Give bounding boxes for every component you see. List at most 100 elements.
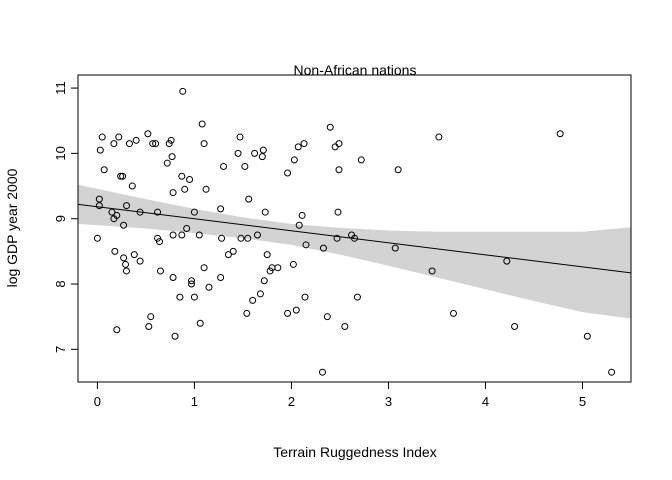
data-point (258, 153, 266, 161)
data-point (241, 162, 249, 170)
data-point (136, 257, 144, 265)
data-point (168, 153, 176, 161)
data-point (331, 143, 339, 151)
data-point (335, 166, 343, 174)
data-point (333, 234, 341, 242)
data-point (178, 172, 186, 180)
data-point (200, 140, 208, 148)
data-point (108, 208, 116, 216)
y-tick-label: 11 (53, 81, 68, 95)
y-tick-label: 9 (53, 215, 68, 222)
data-point (183, 225, 191, 232)
data-point (300, 140, 308, 148)
data-point (130, 251, 138, 259)
data-point (202, 185, 210, 193)
data-point (154, 208, 162, 216)
data-point (351, 234, 358, 242)
data-point (259, 146, 267, 154)
data-point (95, 202, 103, 210)
data-point (263, 251, 271, 259)
x-axis: 0 1 2 3 4 5 (94, 381, 586, 409)
data-point (98, 133, 106, 141)
data-point (147, 313, 155, 321)
data-point (178, 231, 186, 239)
x-tick-label: 0 (94, 394, 101, 409)
data-point (319, 244, 327, 252)
data-point (186, 176, 194, 184)
data-point (253, 231, 261, 239)
data-point (224, 251, 232, 259)
regression-line-layer (77, 203, 632, 274)
data-point (113, 326, 121, 334)
data-point (229, 247, 237, 255)
data-point (128, 182, 136, 190)
data-point (335, 140, 343, 148)
data-point (163, 159, 171, 167)
data-point (169, 189, 177, 197)
data-point (236, 133, 244, 141)
data-point (171, 332, 179, 340)
data-point (125, 140, 133, 148)
x-axis-label: Terrain Ruggedness Index (273, 444, 436, 460)
data-point (449, 309, 457, 317)
data-point (144, 130, 152, 138)
data-point (188, 280, 196, 288)
data-point (188, 277, 196, 285)
data-point (511, 322, 519, 330)
data-point (341, 322, 349, 330)
data-point (115, 133, 123, 141)
data-point (190, 293, 198, 301)
data-point (251, 149, 259, 157)
chart-title: Non-African nations (294, 62, 417, 78)
data-point (200, 264, 208, 272)
data-point (245, 195, 253, 203)
data-point (100, 166, 108, 174)
data-point (292, 306, 300, 314)
data-point (274, 264, 282, 272)
data-point (391, 244, 399, 252)
data-point (149, 140, 157, 148)
y-axis-label: log GDP year 2000 (4, 168, 20, 287)
data-point (318, 368, 326, 376)
data-point (123, 267, 131, 275)
data-point (284, 169, 292, 177)
data-point (243, 309, 251, 317)
data-point (244, 234, 252, 242)
data-point (353, 293, 361, 301)
x-tick-label: 2 (288, 394, 295, 409)
data-point (357, 156, 365, 164)
data-point (167, 136, 175, 144)
data-point (237, 234, 245, 242)
data-point (156, 267, 164, 275)
data-point (289, 260, 297, 268)
data-point (176, 293, 184, 301)
data-point (234, 149, 242, 157)
data-point (284, 309, 292, 317)
data-point (298, 211, 306, 219)
data-point (119, 172, 127, 180)
data-point (145, 322, 153, 330)
data-point (136, 208, 144, 216)
x-tick-label: 4 (482, 394, 489, 409)
data-point (205, 283, 213, 291)
data-point (181, 185, 189, 193)
data-point (217, 205, 225, 213)
data-point (260, 277, 268, 285)
data-point (169, 273, 177, 281)
data-point (302, 241, 310, 249)
data-point (256, 290, 264, 298)
data-point (123, 202, 131, 210)
data-point (155, 238, 163, 246)
x-tick-label: 3 (385, 394, 392, 409)
y-tick-label: 7 (53, 346, 68, 353)
data-point (394, 166, 402, 174)
y-tick-label: 8 (53, 280, 68, 287)
data-point (295, 221, 303, 229)
data-point (334, 208, 342, 216)
data-point (196, 319, 204, 327)
data-point (323, 313, 331, 321)
data-point (120, 221, 128, 229)
data-point (113, 211, 121, 219)
data-point (96, 146, 104, 154)
